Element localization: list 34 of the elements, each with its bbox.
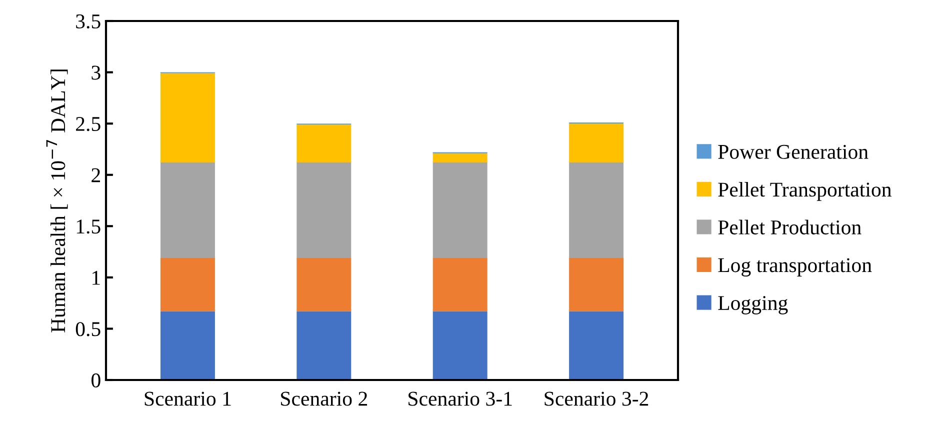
bar [296, 124, 352, 163]
bar [296, 162, 352, 258]
bar [160, 258, 215, 312]
legend-label: Power Generation [718, 144, 868, 159]
x-tick-label: Scenario 1 [144, 392, 231, 406]
legend-label: Log transportation [718, 258, 872, 276]
legend-label: Pellet Production [718, 220, 862, 234]
y-tick-label: 2.5 [76, 117, 100, 132]
y-tick-label: 0 [92, 373, 100, 388]
y-tick-label: 1.5 [76, 220, 100, 234]
bar [432, 311, 488, 380]
legend-label: Logging [718, 296, 788, 314]
bar [296, 311, 352, 380]
bar [569, 162, 624, 258]
x-tick-label: Scenario 3-1 [408, 392, 512, 406]
y-tick-label: 3 [92, 66, 100, 80]
y-tick-label: 3.5 [76, 14, 100, 29]
y-tick-label: 2 [92, 168, 100, 182]
legend-label: Pellet Transportation [718, 182, 892, 201]
y-tick-label: 1 [92, 270, 100, 285]
x-tick-label: Scenario 2 [281, 392, 368, 406]
x-tick-label: Scenario 3-2 [544, 392, 648, 406]
bar [432, 153, 488, 163]
bar [432, 258, 488, 312]
bar [296, 258, 352, 312]
bar [569, 124, 624, 163]
bar [569, 258, 624, 312]
bar [569, 311, 624, 380]
bar [160, 73, 215, 163]
bar [432, 162, 488, 258]
y-tick-label: 0.5 [76, 322, 100, 336]
y-axis-title: Human health [ × 10$^{−7}$ DALY] [46, 70, 68, 332]
bar [160, 311, 215, 380]
bar [160, 162, 215, 258]
